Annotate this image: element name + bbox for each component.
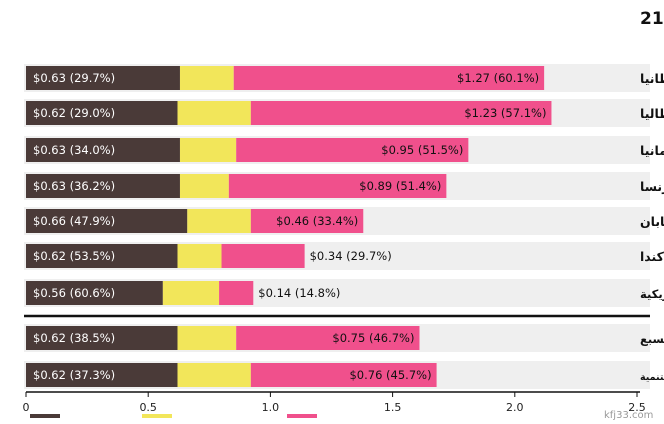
- category-label: الولايات المتحدة الامريكية: [640, 287, 664, 302]
- x-tick-label: 0.5: [139, 401, 157, 414]
- value-label-right: $0.34 (29.7%): [310, 249, 392, 263]
- value-label-right: $1.27 (60.1%): [457, 71, 539, 85]
- value-label-right: $0.46 (33.4%): [276, 214, 358, 228]
- value-label-left: $0.63 (36.2%): [33, 179, 115, 193]
- watermark: kfj33.com: [604, 410, 653, 421]
- value-label-left: $0.66 (47.9%): [33, 214, 115, 228]
- bar-segment-1: [26, 363, 178, 387]
- value-label-right: $1.23 (57.1%): [464, 106, 546, 120]
- category-label: ايطاليا: [640, 106, 664, 121]
- chart-rows: $0.63 (29.7%) $1.27 (60.1%) بريطانيا $0.62 …: [24, 64, 664, 389]
- x-tick-label: 0: [23, 401, 30, 414]
- bar-segment-2: [162, 281, 220, 305]
- legend-swatch-2: [142, 414, 172, 418]
- bar-segment-3: [221, 244, 305, 268]
- bar-segment-1: [26, 66, 180, 90]
- bar-segment-2: [179, 174, 229, 198]
- bar-segment-3: [233, 66, 545, 90]
- chart-title: معدلات الضرائب على المنتجات البترولية ال…: [640, 9, 664, 29]
- bar-segment-2: [177, 244, 222, 268]
- x-tick-label: 1.0: [262, 401, 280, 414]
- bar-segment-1: [26, 281, 163, 305]
- bar-segment-1: [26, 174, 180, 198]
- bar-segment-3: [236, 326, 420, 350]
- bar-segment-3: [250, 363, 437, 387]
- category-label: بريطانيا: [640, 71, 664, 86]
- legend: [30, 414, 317, 418]
- value-label-left: $0.62 (53.5%): [33, 249, 115, 263]
- bar-segment-2: [179, 138, 237, 162]
- value-label-right: $0.14 (14.8%): [258, 286, 340, 300]
- bar-segment-3: [250, 101, 552, 125]
- bar-segment-2: [177, 326, 237, 350]
- bar-segment-1: [26, 209, 188, 233]
- x-tick-label: 2.0: [506, 401, 524, 414]
- bar-segment-1: [26, 138, 180, 162]
- bar-segment-3: [219, 281, 254, 305]
- bar-segment-3: [236, 138, 469, 162]
- bar-segment-1: [26, 244, 178, 268]
- category-label: كندا: [640, 249, 664, 264]
- value-label-right: $0.95 (51.5%): [381, 143, 463, 157]
- value-label-left: $0.62 (29.0%): [33, 106, 115, 120]
- legend-swatch-3: [287, 414, 317, 418]
- bar-segment-2: [179, 66, 234, 90]
- category-label: فرنسا: [640, 179, 664, 194]
- bar-segment-3: [250, 209, 364, 233]
- x-axis: 0 0.5 1.0 1.5 2.0 2.5: [23, 392, 646, 414]
- category-label: معدل الدول الصناعية السبع: [640, 332, 664, 347]
- value-label-left: $0.62 (37.3%): [33, 368, 115, 382]
- value-label-left: $0.63 (34.0%): [33, 143, 115, 157]
- bar-segment-2: [177, 101, 251, 125]
- category-label: المانيا: [640, 143, 664, 158]
- category-label: اليابان: [640, 214, 664, 229]
- bar-segment-1: [26, 101, 178, 125]
- bar-segment-3: [228, 174, 447, 198]
- value-label-right: $0.75 (46.7%): [332, 331, 414, 345]
- value-label-left: $0.62 (38.5%): [33, 331, 115, 345]
- value-label-right: $0.89 (51.4%): [359, 179, 441, 193]
- legend-swatch-1: [30, 414, 60, 418]
- bar-segment-2: [177, 363, 251, 387]
- bar-segment-1: [26, 326, 178, 350]
- value-label-right: $0.76 (45.7%): [349, 368, 431, 382]
- value-label-left: $0.56 (60.6%): [33, 286, 115, 300]
- x-tick-label: 1.5: [384, 401, 402, 414]
- value-label-left: $0.63 (29.7%): [33, 71, 115, 85]
- bar-segment-2: [187, 209, 251, 233]
- x-tick-label: 2.5: [628, 401, 646, 414]
- category-label: معدل دول منظمة التعاون الاقتصادي والتنمي…: [640, 372, 664, 383]
